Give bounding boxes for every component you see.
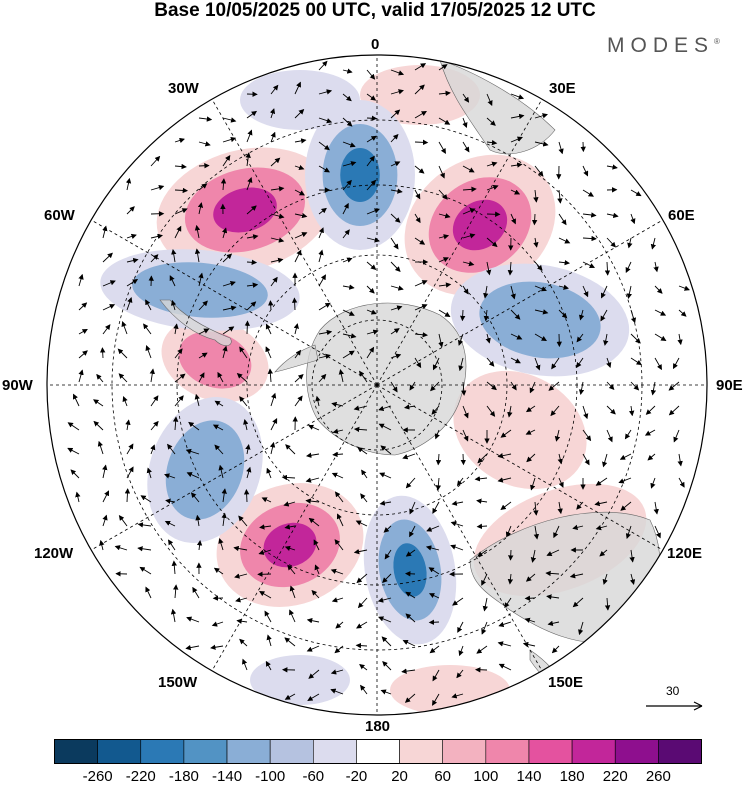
wind-vector-463	[511, 550, 512, 560]
colorbar-cell-1	[98, 740, 141, 764]
colorbar-cell-5	[270, 740, 313, 764]
colorbar-cell-12	[572, 740, 615, 764]
wind-vector-43	[415, 142, 427, 143]
lon-label-150w: 150W	[158, 674, 197, 691]
colorbar-cell-11	[529, 740, 572, 764]
lon-label-90e: 90E	[716, 377, 743, 394]
colorbar-tick-0: -260	[83, 768, 113, 785]
wind-vector-110	[534, 214, 535, 225]
colorbar-tick-2: -180	[169, 768, 199, 785]
lon-label-120w: 120W	[34, 545, 73, 562]
wind-vector-198	[294, 298, 295, 310]
colorbar-cell-6	[313, 740, 356, 764]
colorbar-cell-8	[400, 740, 443, 764]
wind-vector-242	[102, 348, 103, 358]
wind-vector-205	[462, 310, 463, 320]
wind-vector-404	[246, 490, 247, 502]
colorbar-cell-4	[227, 740, 270, 764]
colorbar-tick-11: 180	[560, 768, 585, 785]
brand-mark: ®	[714, 37, 720, 46]
colorbar-tick-12: 220	[603, 768, 628, 785]
colorbar-cell-13	[615, 740, 658, 764]
colorbar-tick-13: 260	[646, 768, 671, 785]
lon-label-180: 180	[365, 718, 390, 735]
colorbar-cell-9	[443, 740, 486, 764]
colorbar-tick-5: -60	[302, 768, 324, 785]
lon-label-0: 0	[371, 36, 379, 53]
colorbar-tick-7: 20	[391, 768, 408, 785]
lon-label-150e: 150E	[548, 674, 583, 691]
colorbar-tick-6: -20	[346, 768, 368, 785]
colorbar-cell-14	[658, 740, 701, 764]
polar-map	[0, 0, 750, 740]
wind-vector-361	[463, 454, 464, 464]
colorbar-tick-9: 100	[473, 768, 498, 785]
map-title: Base 10/05/2025 00 UTC, valid 17/05/2025…	[0, 0, 750, 22]
colorbar-tick-1: -220	[126, 768, 156, 785]
lon-label-120e: 120E	[667, 545, 702, 562]
lon-label-90w: 90W	[2, 377, 33, 394]
colorbar-cell-2	[141, 740, 184, 764]
wind-vector-145	[247, 262, 256, 263]
colorbar-tick-4: -100	[255, 768, 285, 785]
anomaly-positive-6	[390, 665, 510, 715]
wind-vector-53	[199, 166, 209, 167]
lon-label-60e: 60E	[668, 207, 695, 224]
colorbar-cell-10	[486, 740, 529, 764]
colorbar-cell-0	[55, 740, 98, 764]
lon-label-30e: 30E	[549, 80, 576, 97]
brand-name: MODES	[607, 34, 714, 57]
wind-vector-222	[247, 321, 248, 334]
brand-logo: MODES®	[607, 34, 720, 58]
lon-label-30w: 30W	[168, 80, 199, 97]
wind-vector-522	[430, 622, 439, 623]
colorbar-tick-10: 140	[516, 768, 541, 785]
colorbar	[54, 739, 704, 765]
colorbar-cell-3	[184, 740, 227, 764]
reference-vector-label: 30	[666, 684, 679, 698]
lon-label-60w: 60W	[44, 207, 75, 224]
colorbar-cell-7	[356, 740, 399, 764]
anomaly-negative-14	[250, 655, 350, 705]
wind-vector-25	[367, 118, 376, 119]
anomaly-negative-13	[240, 70, 360, 130]
wind-vector-197	[270, 301, 271, 310]
colorbar-tick-8: 60	[434, 768, 451, 785]
colorbar-tick-3: -140	[212, 768, 242, 785]
